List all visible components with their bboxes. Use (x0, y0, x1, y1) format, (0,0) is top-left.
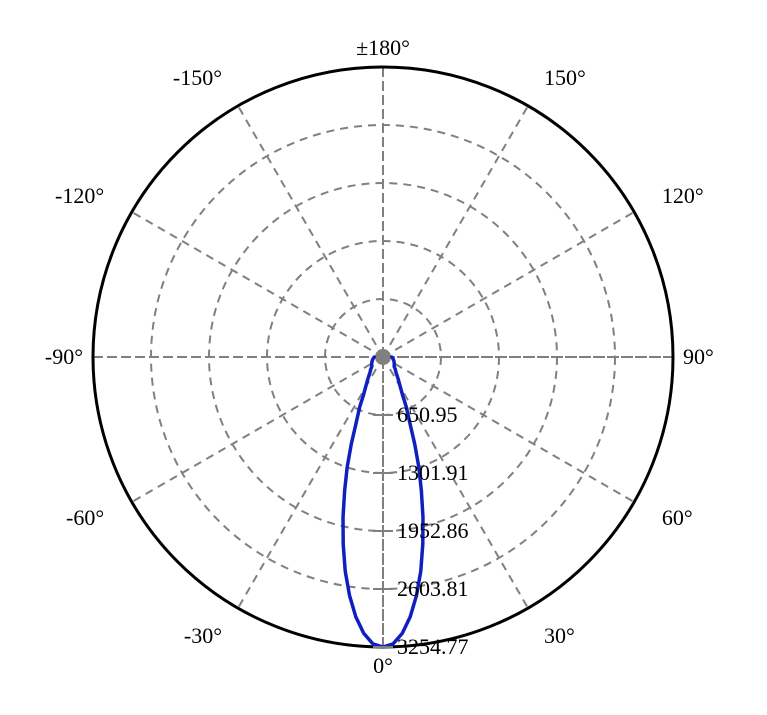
radial-tick-label: 1952.86 (397, 518, 469, 543)
radial-tick-label: 1301.91 (397, 460, 469, 485)
angle-label: -150° (173, 65, 222, 90)
angle-label: 90° (683, 344, 714, 369)
angle-label: 150° (544, 65, 586, 90)
polar-chart: 650.95 1301.91 1952.86 2603.81 3254.77 ±180° 1… (0, 0, 767, 715)
angle-label: 0° (373, 653, 393, 678)
angle-label: ±180° (356, 35, 410, 60)
angle-label: -120° (55, 183, 104, 208)
angle-label: -60° (66, 505, 104, 530)
angle-label: -30° (184, 623, 222, 648)
radial-tick-label: 650.95 (397, 402, 458, 427)
radial-tick-label: 3254.77 (397, 634, 469, 659)
angle-label: 60° (662, 505, 693, 530)
angle-label: 30° (544, 623, 575, 648)
angle-label: -90° (45, 344, 83, 369)
angle-label: 120° (662, 183, 704, 208)
radial-tick-label: 2603.81 (397, 576, 469, 601)
